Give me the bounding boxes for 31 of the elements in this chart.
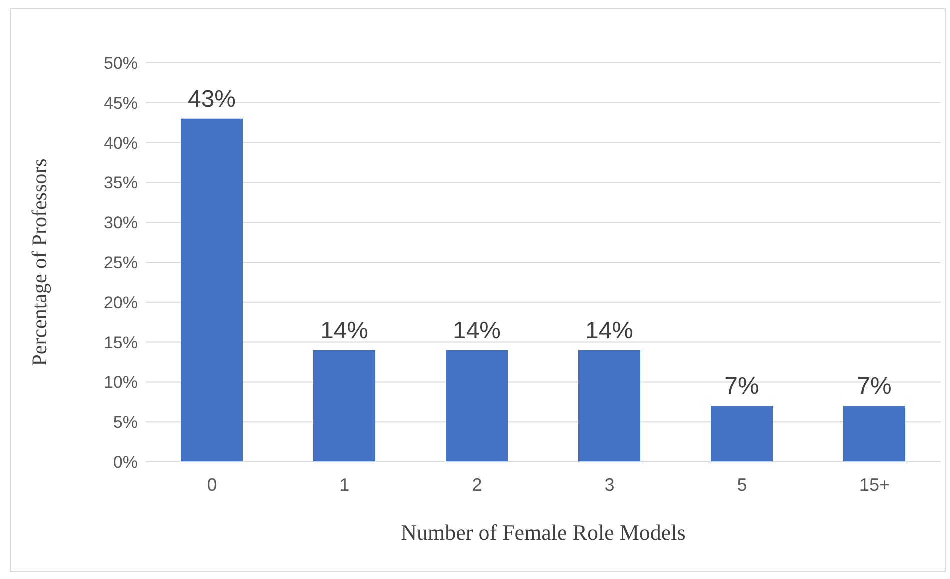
x-tick-label: 5 [737,474,748,495]
data-label: 14% [452,317,502,344]
y-tick-label: 15% [104,333,138,352]
data-label: 7% [857,373,892,400]
data-label: 43% [188,86,236,113]
x-tick-label: 0 [207,474,218,495]
x-axis-title: Number of Female Role Models [401,520,686,545]
y-tick-label: 25% [104,254,138,273]
y-tick-label: 50% [104,54,138,74]
y-tick-label: 20% [104,293,138,312]
data-label: 14% [320,317,369,344]
y-tick-label: 35% [104,174,138,193]
bar [314,350,376,462]
data-label: 14% [585,317,634,344]
y-tick-label: 5% [113,413,138,432]
y-axis-title: Percentage of Professors [27,158,52,366]
y-tick-label: 40% [104,134,138,153]
bar [711,406,773,462]
x-tick-label: 1 [340,474,350,495]
data-label: 7% [724,373,760,400]
bar [446,350,508,462]
y-tick-label: 30% [104,214,138,233]
bar [181,118,243,462]
bar [844,406,906,462]
x-tick-label: 3 [604,474,615,495]
y-tick-label: 0% [113,453,138,472]
x-tick-label: 15+ [859,474,890,495]
y-tick-label: 10% [104,373,138,392]
x-tick-label: 2 [472,474,482,495]
bar [578,350,640,462]
y-tick-label: 45% [104,94,138,113]
